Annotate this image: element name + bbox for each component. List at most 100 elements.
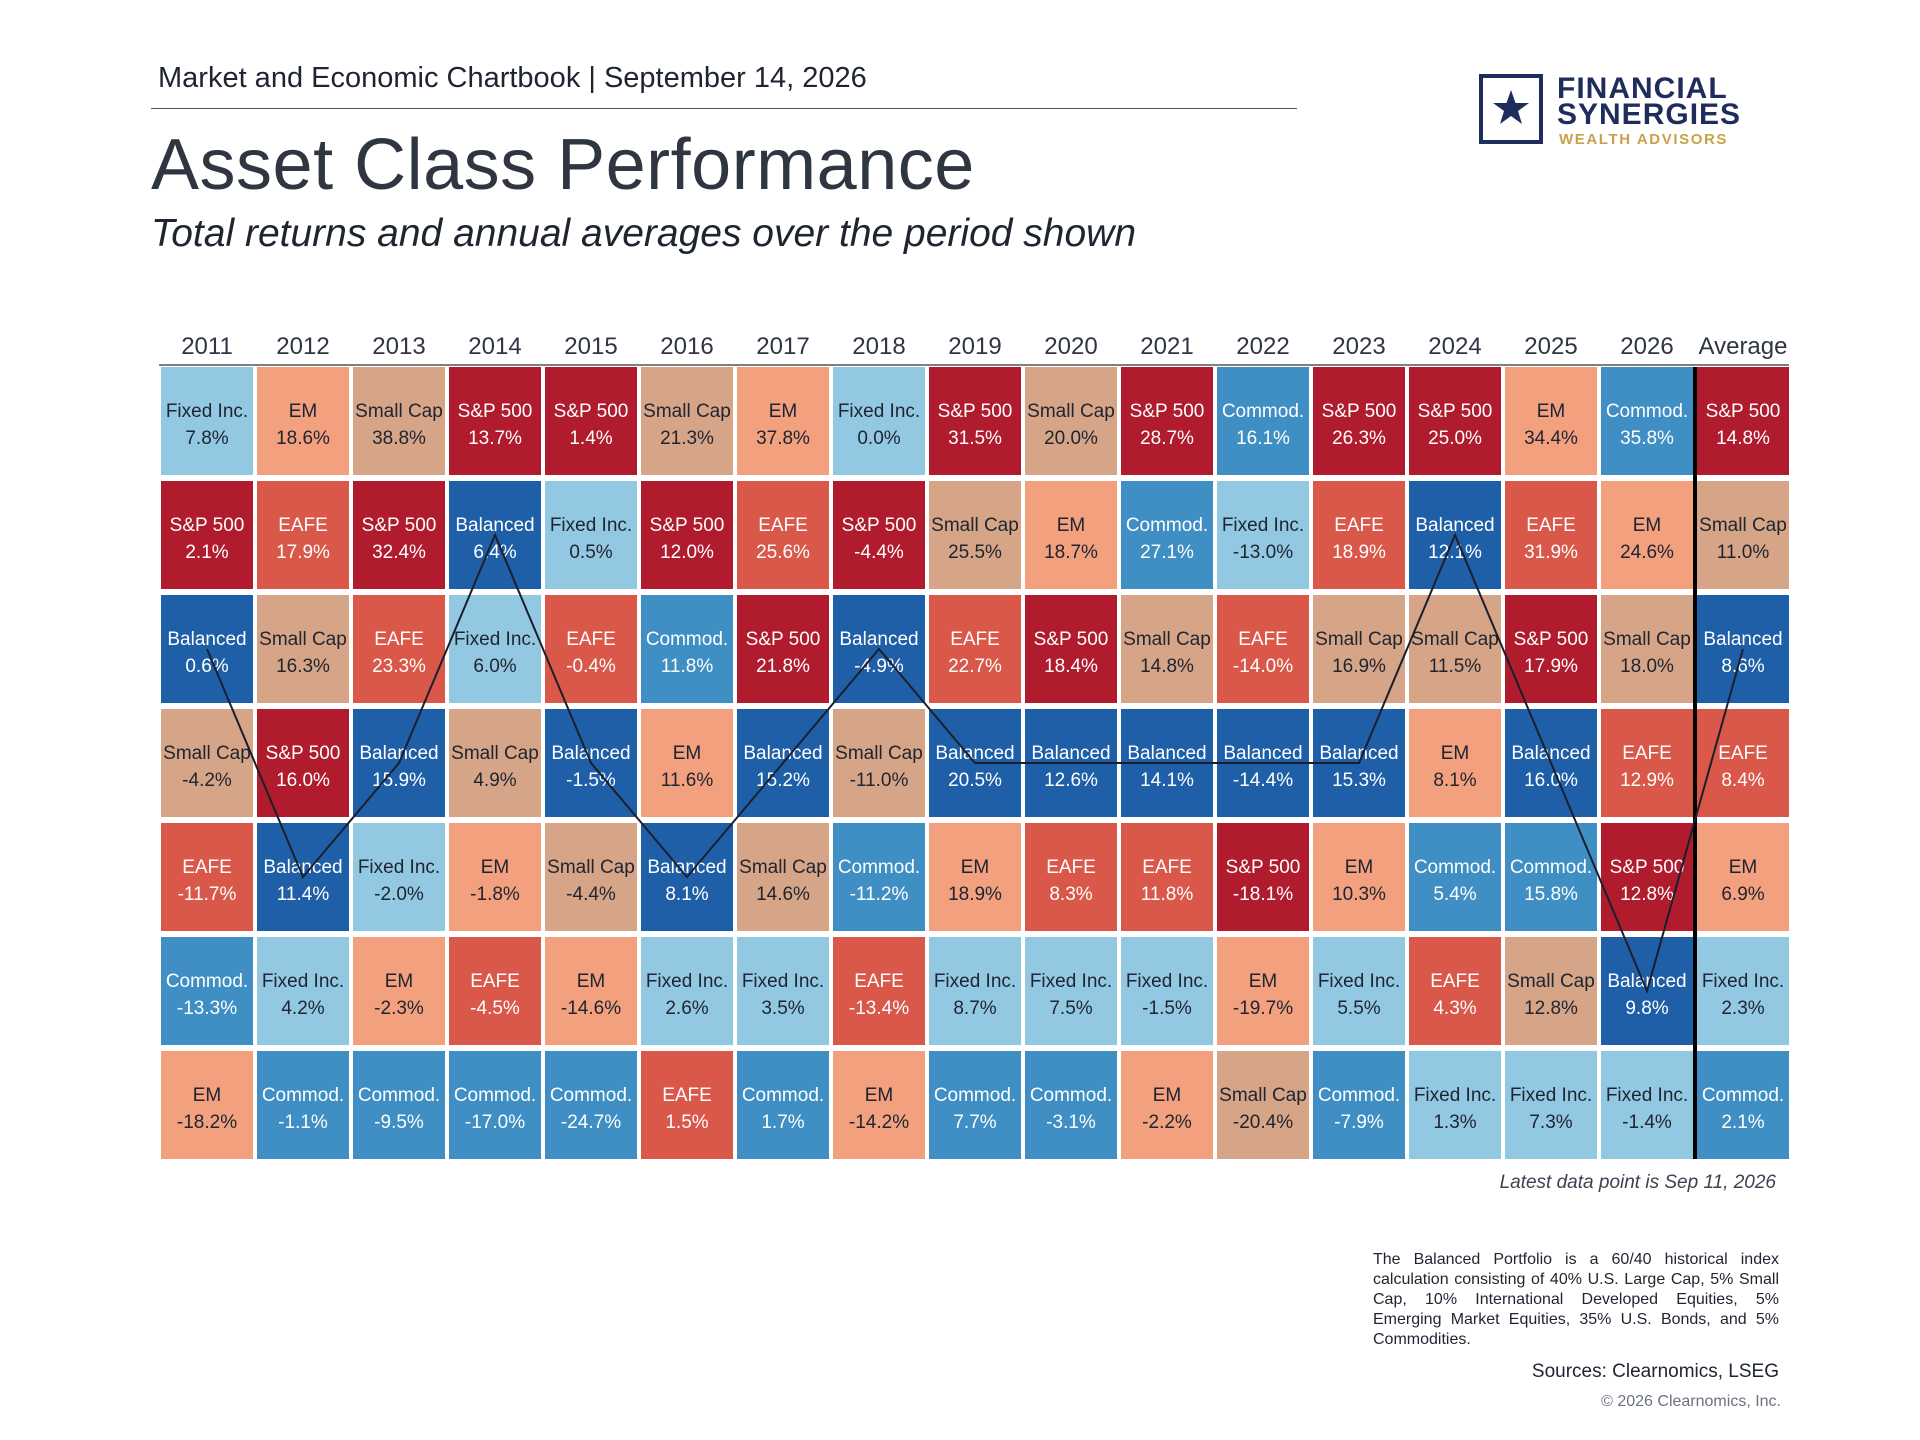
quilt-cell: EM -2.2%	[1121, 1051, 1213, 1159]
quilt-cell: Commod. -24.7%	[545, 1051, 637, 1159]
cell-fill	[353, 937, 445, 1045]
cell-asset-label: Small Cap	[1411, 629, 1499, 650]
cell-fill	[1025, 1051, 1117, 1159]
cell-return-value: -17.0%	[465, 1112, 525, 1133]
cell-return-value: 8.6%	[1721, 656, 1764, 677]
cell-return-value: 25.5%	[948, 542, 1002, 563]
cell-return-value: 6.9%	[1721, 884, 1764, 905]
quilt-cell: EM 18.7%	[1025, 481, 1117, 589]
cell-return-value: 2.1%	[185, 542, 228, 563]
cell-fill	[641, 367, 733, 475]
quilt-cell: Commod. -1.1%	[257, 1051, 349, 1159]
cell-asset-label: Commod.	[1030, 1085, 1112, 1106]
cell-return-value: 11.0%	[1717, 542, 1770, 563]
cell-asset-label: Small Cap	[643, 401, 731, 422]
quilt-cell: Small Cap 11.5%	[1409, 595, 1501, 703]
cell-fill	[1025, 481, 1117, 589]
quilt-cell: Commod. 2.1%	[1697, 1051, 1789, 1159]
cell-asset-label: Fixed Inc.	[1606, 1085, 1688, 1106]
cell-asset-label: Fixed Inc.	[646, 971, 728, 992]
cell-fill	[1409, 1051, 1501, 1159]
cell-asset-label: S&P 500	[1610, 857, 1685, 878]
cell-fill	[353, 367, 445, 475]
cell-asset-label: Commod.	[358, 1085, 440, 1106]
cell-return-value: 8.7%	[953, 998, 996, 1019]
cell-asset-label: EM	[1249, 971, 1278, 992]
cell-return-value: 18.0%	[1620, 656, 1674, 677]
logo-line-2: SYNERGIES	[1557, 98, 1742, 131]
quilt-cell: Fixed Inc. 7.5%	[1025, 937, 1117, 1045]
cell-fill	[1121, 367, 1213, 475]
cell-return-value: 8.1%	[665, 884, 708, 905]
quilt-cell: EAFE -11.7%	[161, 823, 253, 931]
cell-asset-label: S&P 500	[1418, 401, 1493, 422]
cell-fill	[449, 367, 541, 475]
cell-asset-label: Commod.	[262, 1085, 344, 1106]
quilt-cell: Commod. -7.9%	[1313, 1051, 1405, 1159]
quilt-cell: EM -18.2%	[161, 1051, 253, 1159]
cell-fill	[1505, 823, 1597, 931]
column-header: 2023	[1332, 333, 1385, 360]
cell-fill	[1697, 823, 1789, 931]
cell-return-value: -11.2%	[850, 884, 909, 905]
column-header: Average	[1699, 333, 1788, 360]
quilt-cell: Small Cap 11.0%	[1697, 481, 1789, 589]
quilt-cell: EAFE 12.9%	[1601, 709, 1693, 817]
cell-return-value: -1.5%	[566, 770, 616, 791]
quilt-cell: Commod. 7.7%	[929, 1051, 1021, 1159]
cell-asset-label: Balanced	[359, 743, 438, 764]
cell-fill	[449, 595, 541, 703]
column-header: 2011	[181, 333, 233, 360]
cell-return-value: 12.0%	[660, 542, 714, 563]
cell-asset-label: Small Cap	[259, 629, 347, 650]
cell-asset-label: EM	[577, 971, 606, 992]
quilt-cell: EAFE 25.6%	[737, 481, 829, 589]
latest-data-annotation: Latest data point is Sep 11, 2026	[1500, 1172, 1777, 1193]
cell-fill	[161, 823, 253, 931]
cell-asset-label: Small Cap	[835, 743, 923, 764]
cell-return-value: 2.1%	[1721, 1112, 1764, 1133]
cell-fill	[1505, 481, 1597, 589]
cell-asset-label: Commod.	[646, 629, 728, 650]
quilt-cell: Fixed Inc. -1.5%	[1121, 937, 1213, 1045]
cell-fill	[1697, 481, 1789, 589]
header-divider	[151, 108, 1297, 109]
cell-asset-label: EM	[961, 857, 990, 878]
cell-return-value: -7.9%	[1334, 1112, 1384, 1133]
cell-return-value: 38.8%	[372, 428, 426, 449]
cell-asset-label: Balanced	[167, 629, 246, 650]
cell-fill	[545, 1051, 637, 1159]
cell-fill	[833, 823, 925, 931]
cell-return-value: 22.7%	[948, 656, 1002, 677]
cell-return-value: 17.9%	[276, 542, 330, 563]
quilt-cell: EM -19.7%	[1217, 937, 1309, 1045]
cell-return-value: 7.8%	[185, 428, 228, 449]
cell-fill	[257, 937, 349, 1045]
cell-return-value: 16.3%	[276, 656, 330, 677]
cell-return-value: -20.4%	[1233, 1112, 1293, 1133]
cell-asset-label: Commod.	[1702, 1085, 1784, 1106]
cell-fill	[1217, 367, 1309, 475]
column-header: 2017	[756, 333, 809, 360]
cell-asset-label: S&P 500	[362, 515, 437, 536]
cell-asset-label: EM	[481, 857, 510, 878]
quilt-cell: Commod. 11.8%	[641, 595, 733, 703]
cell-return-value: -2.2%	[1142, 1112, 1192, 1133]
cell-fill	[1217, 823, 1309, 931]
balanced-footnote: The Balanced Portfolio is a 60/40 histor…	[1373, 1251, 1779, 1348]
cell-fill	[257, 595, 349, 703]
cell-return-value: -1.8%	[470, 884, 520, 905]
quilt-cell: S&P 500 13.7%	[449, 367, 541, 475]
cell-return-value: -14.6%	[561, 998, 621, 1019]
quilt-cell: Balanced 8.6%	[1697, 595, 1789, 703]
quilt-cell: S&P 500 12.0%	[641, 481, 733, 589]
cell-fill	[1409, 595, 1501, 703]
cell-asset-label: Balanced	[1223, 743, 1302, 764]
quilt-cell: EM 18.9%	[929, 823, 1021, 931]
quilt-cell: Fixed Inc. 0.5%	[545, 481, 637, 589]
cell-asset-label: EAFE	[758, 515, 808, 536]
quilt-cell: Commod. -17.0%	[449, 1051, 541, 1159]
cell-return-value: -3.1%	[1046, 1112, 1096, 1133]
cell-asset-label: Balanced	[935, 743, 1014, 764]
cell-asset-label: S&P 500	[650, 515, 725, 536]
